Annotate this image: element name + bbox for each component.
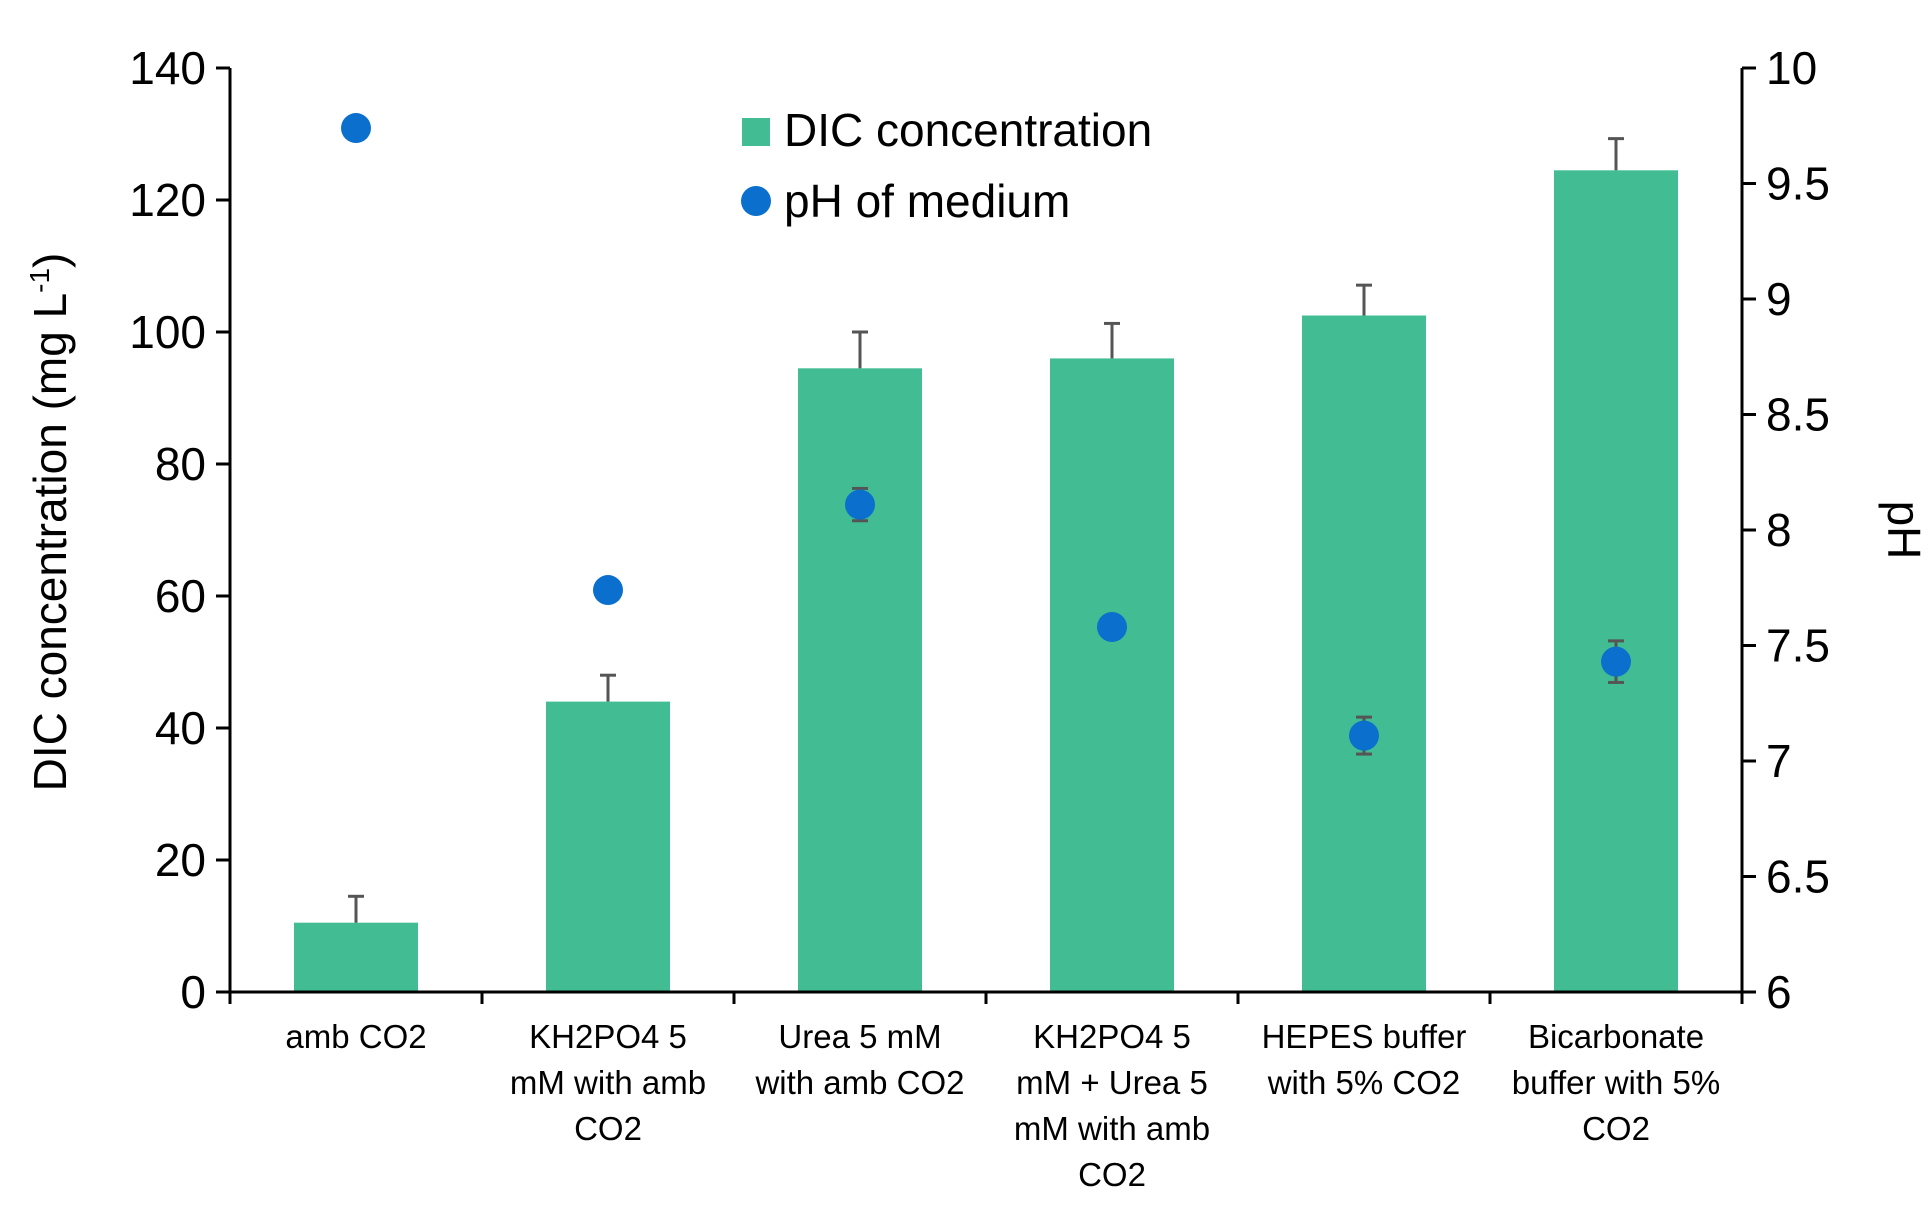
y-tick-label-120: 120 [129,174,206,226]
x-tick-label-line: KH2PO4 5 [1033,1018,1191,1055]
bar-1 [294,922,418,992]
bar-5 [1302,315,1426,992]
legend-bar-swatch [742,118,770,146]
y2-tick-label-6.5: 6.5 [1766,851,1830,903]
x-tick-label-5: HEPES buffer with 5% CO2 [1262,1018,1467,1101]
y2-tick-label-7: 7 [1766,735,1792,787]
y2-tick-label-9.5: 9.5 [1766,158,1830,210]
y2-tick-label-10: 10 [1766,42,1817,94]
y2-axis-title: pH [1878,501,1930,560]
axes-layer: 0 20 40 60 80 100 120 140 6 6.5 7 7.5 8 8.5 9 9.5 10 amb … [129,42,1830,1193]
x-tick-label-line: mM with amb [1014,1110,1210,1147]
ph-point-4 [1097,612,1127,643]
y2-tick-label-9: 9 [1766,273,1792,325]
x-tick-label-line: CO2 [1078,1156,1146,1193]
legend: DIC concentration pH of medium [741,104,1152,227]
y-tick-label-100: 100 [129,306,206,358]
bar-4 [1050,358,1174,992]
x-tick-label-6: Bicarbonate buffer with 5% CO2 [1512,1018,1721,1147]
y-axis-title-sup: -1 [24,268,55,293]
y-axis-title: DIC concentration (mg L-1) [24,253,76,792]
y-tick-label-60: 60 [155,570,206,622]
bar-2 [546,701,670,992]
x-tick-label-line: KH2PO4 5 [529,1018,687,1055]
bars-layer [294,137,1678,993]
y2-tick-label-6: 6 [1766,966,1792,1018]
x-tick-label-1: amb CO2 [285,1018,426,1055]
x-tick-label-line: CO2 [574,1110,642,1147]
x-tick-label-line: with amb CO2 [754,1064,964,1101]
y-tick-label-140: 140 [129,42,206,94]
ph-point-3 [845,489,875,520]
legend-point-label: pH of medium [784,175,1070,227]
ph-point-2 [593,575,623,606]
x-tick-label-line: with 5% CO2 [1267,1064,1461,1101]
bar-3 [798,368,922,992]
points-layer [341,113,1631,756]
y-tick-label-0: 0 [180,966,206,1018]
y2-tick-label-8.5: 8.5 [1766,389,1830,441]
x-tick-label-3: Urea 5 mM with amb CO2 [754,1018,964,1101]
x-tick-label-line: amb CO2 [285,1018,426,1055]
y2-tick-label-8: 8 [1766,504,1792,556]
y-tick-label-20: 20 [155,834,206,886]
y2-tick-label-7.5: 7.5 [1766,620,1830,672]
ph-point-6 [1601,646,1631,677]
y-tick-label-40: 40 [155,702,206,754]
bar-6 [1554,170,1678,993]
x-tick-label-line: Urea 5 mM [778,1018,941,1055]
ph-point-1 [341,113,371,144]
x-tick-label-line: mM with amb [510,1064,706,1101]
y-tick-label-80: 80 [155,438,206,490]
x-tick-label-line: buffer with 5% [1512,1064,1721,1101]
x-tick-label-line: Bicarbonate [1528,1018,1704,1055]
x-tick-label-2: KH2PO4 5 mM with amb CO2 [510,1018,706,1147]
ph-point-5 [1349,720,1379,751]
x-tick-label-4: KH2PO4 5 mM + Urea 5 mM with amb CO2 [1014,1018,1210,1193]
x-tick-label-line: mM + Urea 5 [1016,1064,1208,1101]
y-axis-title-main: DIC concentration (mg L [24,293,76,792]
y-axis-title-end: ) [24,253,76,268]
legend-bar-label: DIC concentration [784,104,1152,156]
x-tick-label-line: CO2 [1582,1110,1650,1147]
x-tick-label-line: HEPES buffer [1262,1018,1467,1055]
legend-point-swatch [741,186,771,216]
